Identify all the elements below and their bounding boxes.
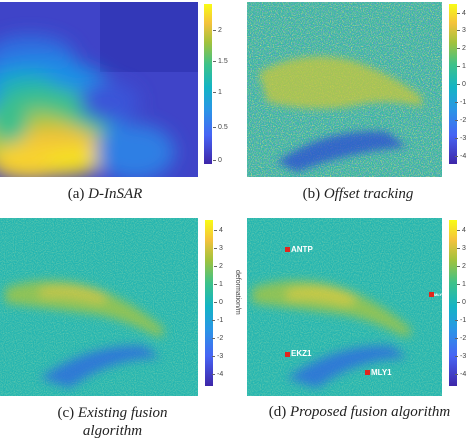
proposed-fusion-map xyxy=(247,218,442,396)
proposed-fusion-colorbar xyxy=(449,220,457,386)
existing-fusion-tick-1: 1 xyxy=(214,281,223,288)
existing-fusion-tick-2: 2 xyxy=(214,263,223,270)
d-insar-tick-0: 0 xyxy=(213,157,222,164)
caption-b: (b) Offset tracking xyxy=(268,186,448,203)
existing-fusion-tick-neg4: -4 xyxy=(211,371,224,378)
offset-tracking-tick-neg2: -2 xyxy=(454,117,467,124)
d-insar-colorbar xyxy=(204,4,212,164)
d-insar-tick-0-5: 0.5 xyxy=(213,124,228,131)
proposed-fusion-tick-1: 1 xyxy=(457,281,466,288)
proposed-fusion-tick-4: 4 xyxy=(457,227,466,234)
offset-tracking-tick-0: 0 xyxy=(457,81,466,88)
offset-tracking-colorbar xyxy=(449,4,457,164)
existing-fusion-tick-neg3: -3 xyxy=(211,353,224,360)
d-insar-tick-2: 2 xyxy=(213,27,222,34)
existing-fusion-colorbar xyxy=(205,220,213,386)
station-marker-antp xyxy=(285,247,290,252)
d-insar-tick-1: 1 xyxy=(213,89,222,96)
offset-tracking-tick-2: 2 xyxy=(457,45,466,52)
station-label-mly1: MLY1 xyxy=(371,368,392,377)
caption-c-line2: algorithm xyxy=(82,423,143,439)
offset-tracking-map xyxy=(247,2,442,177)
offset-tracking-tick-3: 3 xyxy=(457,27,466,34)
caption-a-label: (a) xyxy=(67,186,85,202)
d-insar-map xyxy=(0,2,198,177)
proposed-fusion-tick-2: 2 xyxy=(457,263,466,270)
caption-c-line1: Existing fusion xyxy=(77,405,168,421)
proposed-fusion-tick-0: 0 xyxy=(457,299,466,306)
station-label-mly1-edge: MLY1 xyxy=(434,292,445,297)
caption-d-label: (d) xyxy=(268,404,287,420)
caption-a: (a) D-InSAR xyxy=(30,186,180,203)
offset-tracking-tick-4: 4 xyxy=(457,10,466,17)
caption-b-text: Offset tracking xyxy=(323,186,414,202)
caption-c-label: (c) xyxy=(57,405,75,421)
station-label-antp: ANTP xyxy=(291,245,313,254)
station-marker-mly1-edge xyxy=(429,292,434,297)
proposed-fusion-tick-neg4: -4 xyxy=(454,371,467,378)
proposed-fusion-tick-neg3: -3 xyxy=(454,353,467,360)
offset-tracking-tick-1: 1 xyxy=(457,63,466,70)
offset-tracking-tick-neg3: -3 xyxy=(454,135,467,142)
offset-tracking-tick-neg4: -4 xyxy=(454,153,467,160)
caption-a-text: D-InSAR xyxy=(88,186,143,202)
existing-fusion-colorbar-label: deformation/m xyxy=(234,270,241,315)
existing-fusion-tick-4: 4 xyxy=(214,227,223,234)
caption-c: (c) Existing fusion algorithm xyxy=(25,404,200,440)
proposed-fusion-tick-neg2: -2 xyxy=(454,335,467,342)
existing-fusion-tick-0: 0 xyxy=(214,299,223,306)
station-marker-mly1 xyxy=(365,370,370,375)
caption-d-text: Proposed fusion algorithm xyxy=(289,404,451,420)
offset-tracking-tick-neg1: -1 xyxy=(454,99,467,106)
existing-fusion-tick-neg1: -1 xyxy=(211,317,224,324)
d-insar-tick-1-5: 1.5 xyxy=(213,58,228,65)
existing-fusion-map xyxy=(0,218,198,396)
proposed-fusion-tick-3: 3 xyxy=(457,245,466,252)
proposed-fusion-tick-neg1: -1 xyxy=(454,317,467,324)
existing-fusion-tick-3: 3 xyxy=(214,245,223,252)
caption-b-label: (b) xyxy=(302,186,321,202)
station-label-ekz1: EKZ1 xyxy=(291,349,312,358)
caption-d: (d) Proposed fusion algorithm xyxy=(252,404,467,421)
station-marker-ekz1 xyxy=(285,352,290,357)
existing-fusion-tick-neg2: -2 xyxy=(211,335,224,342)
